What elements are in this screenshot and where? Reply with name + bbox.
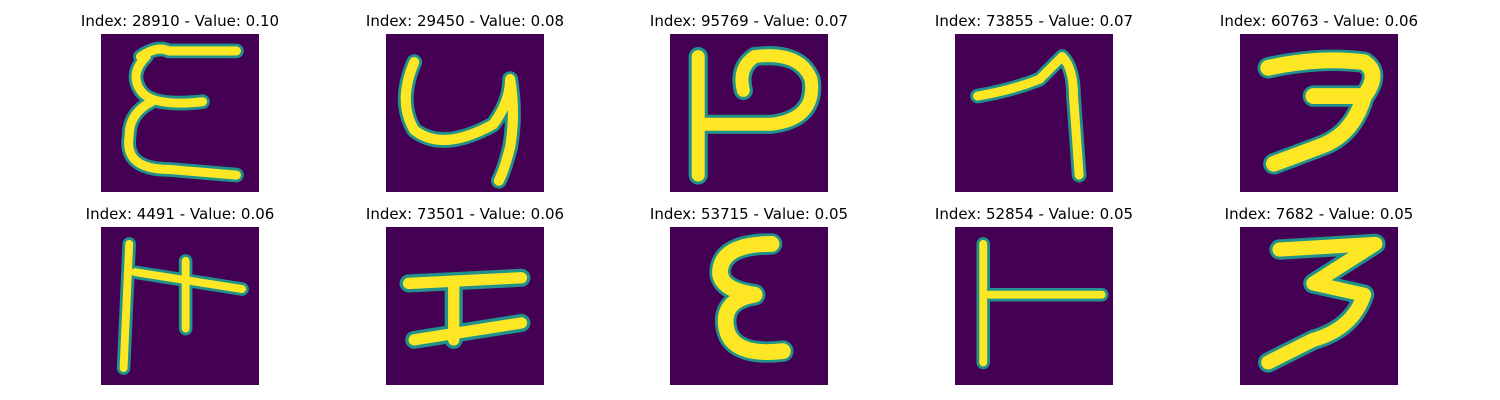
handwritten-glyph-image xyxy=(670,34,828,192)
panel-title: Index: 60763 - Value: 0.06 xyxy=(1219,12,1419,30)
handwritten-glyph-image xyxy=(101,227,259,385)
panel-title: Index: 4491 - Value: 0.06 xyxy=(85,205,275,223)
handwritten-glyph-image xyxy=(1240,34,1398,192)
handwritten-glyph-image xyxy=(1240,227,1398,385)
handwritten-glyph-image xyxy=(101,34,259,192)
panel-title: Index: 29450 - Value: 0.08 xyxy=(365,12,565,30)
handwritten-glyph-image xyxy=(386,227,544,385)
handwritten-glyph-image xyxy=(955,34,1113,192)
panel-title: Index: 53715 - Value: 0.05 xyxy=(649,205,849,223)
panel-title: Index: 73501 - Value: 0.06 xyxy=(365,205,565,223)
panel-title: Index: 73855 - Value: 0.07 xyxy=(934,12,1134,30)
panel-title: Index: 95769 - Value: 0.07 xyxy=(649,12,849,30)
handwritten-glyph-image xyxy=(670,227,828,385)
panel-title: Index: 28910 - Value: 0.10 xyxy=(80,12,280,30)
handwritten-glyph-image xyxy=(955,227,1113,385)
panel-title: Index: 52854 - Value: 0.05 xyxy=(934,205,1134,223)
handwritten-glyph-image xyxy=(386,34,544,192)
panel-title: Index: 7682 - Value: 0.05 xyxy=(1224,205,1414,223)
